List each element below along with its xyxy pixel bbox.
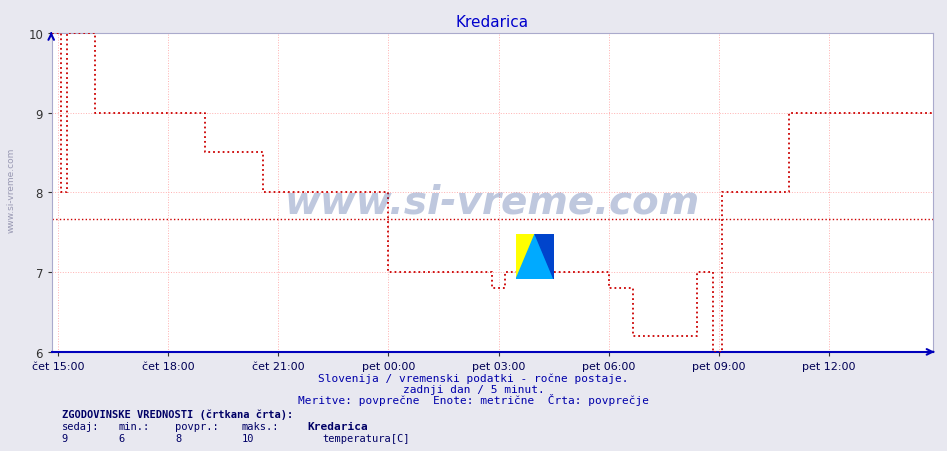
Text: ZGODOVINSKE VREDNOSTI (črtkana črta):: ZGODOVINSKE VREDNOSTI (črtkana črta): xyxy=(62,409,293,419)
Polygon shape xyxy=(516,235,554,280)
Title: Kredarica: Kredarica xyxy=(456,15,529,30)
Text: min.:: min.: xyxy=(118,421,150,431)
Text: Kredarica: Kredarica xyxy=(308,421,368,431)
Text: sedaj:: sedaj: xyxy=(62,421,99,431)
Polygon shape xyxy=(516,235,535,280)
Text: 10: 10 xyxy=(241,433,254,443)
Polygon shape xyxy=(535,235,554,280)
Text: Meritve: povprečne  Enote: metrične  Črta: povprečje: Meritve: povprečne Enote: metrične Črta:… xyxy=(298,393,649,405)
Text: www.si-vreme.com: www.si-vreme.com xyxy=(7,147,16,232)
Text: maks.:: maks.: xyxy=(241,421,279,431)
Text: 9: 9 xyxy=(62,433,68,443)
Text: temperatura[C]: temperatura[C] xyxy=(322,433,409,443)
Text: www.si-vreme.com: www.si-vreme.com xyxy=(285,184,700,221)
Text: zadnji dan / 5 minut.: zadnji dan / 5 minut. xyxy=(402,384,545,394)
Text: povpr.:: povpr.: xyxy=(175,421,219,431)
Text: 6: 6 xyxy=(118,433,125,443)
Text: Slovenija / vremenski podatki - ročne postaje.: Slovenija / vremenski podatki - ročne po… xyxy=(318,373,629,383)
Text: 8: 8 xyxy=(175,433,182,443)
